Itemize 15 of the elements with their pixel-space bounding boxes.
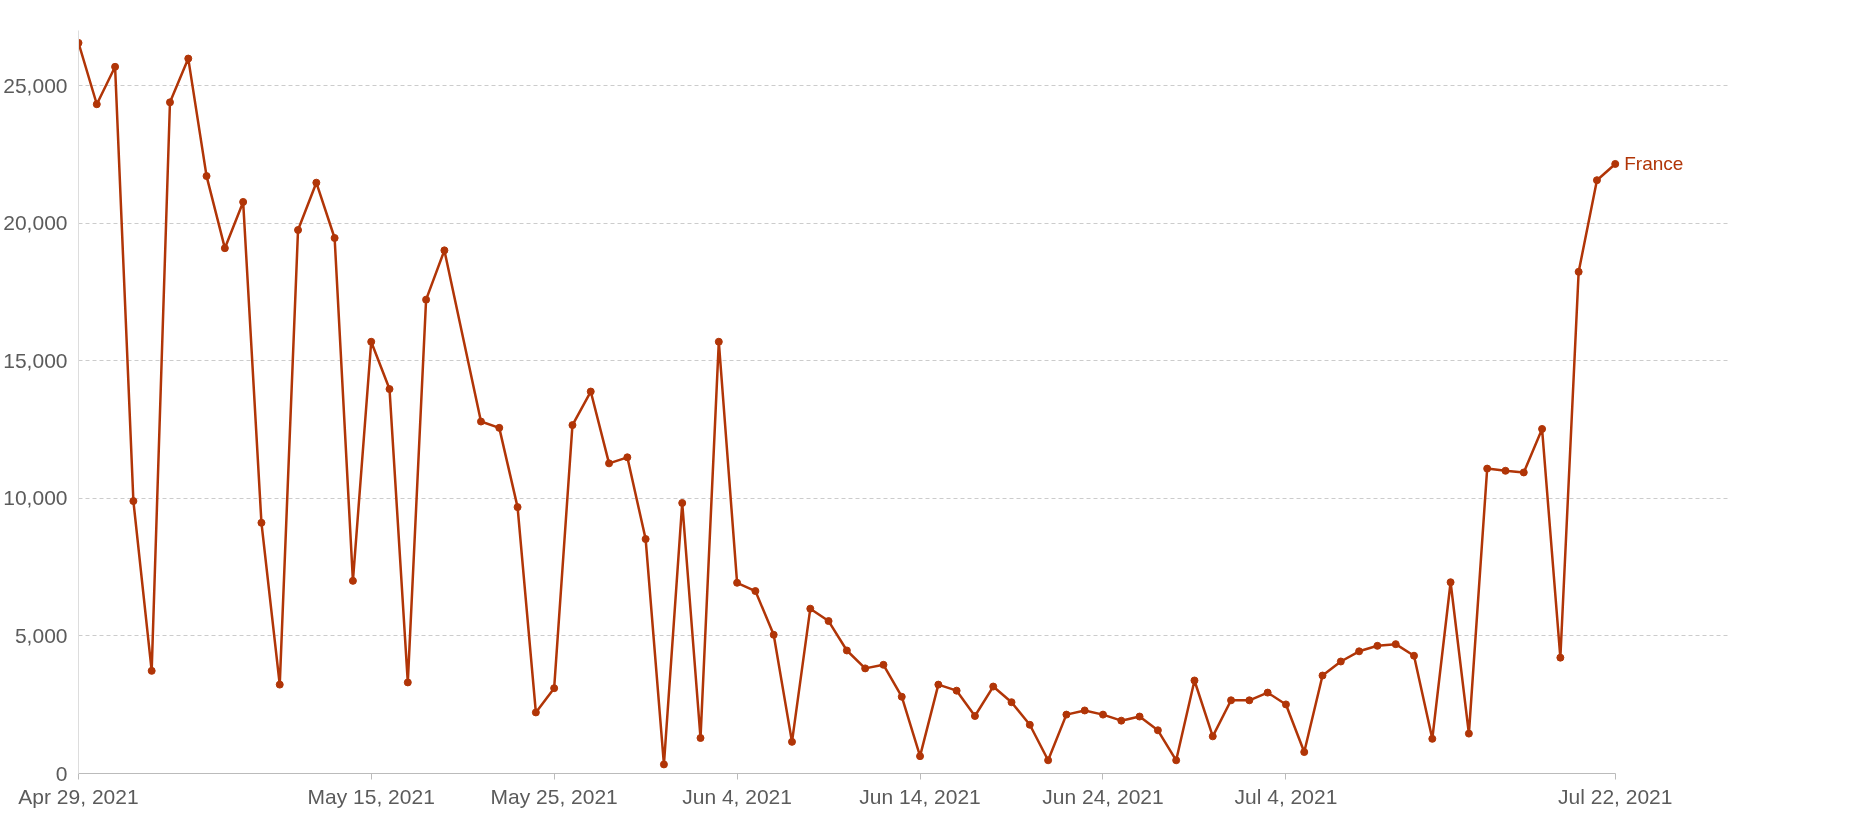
series-label: France (1624, 153, 1684, 175)
y-tick-label: 0 (55, 761, 68, 785)
x-tick-label: Jun 4, 2021 (682, 784, 792, 808)
y-tick-label: 15,000 (3, 348, 68, 372)
y-tick-label: 10,000 (3, 486, 68, 510)
x-tick-label: Jun 24, 2021 (1042, 784, 1164, 808)
x-tick-label: Jul 4, 2021 (1234, 784, 1338, 808)
y-tick-label: 20,000 (3, 211, 68, 235)
x-tick-label: Jun 14, 2021 (859, 784, 981, 808)
y-tick-label: 5,000 (14, 623, 68, 647)
x-tick-label: Apr 29, 2021 (18, 784, 139, 808)
y-tick-label: 25,000 (3, 73, 68, 97)
x-tick-label: May 25, 2021 (490, 784, 618, 808)
x-tick-label: Jul 22, 2021 (1558, 784, 1673, 808)
x-tick-label: May 15, 2021 (307, 784, 435, 808)
